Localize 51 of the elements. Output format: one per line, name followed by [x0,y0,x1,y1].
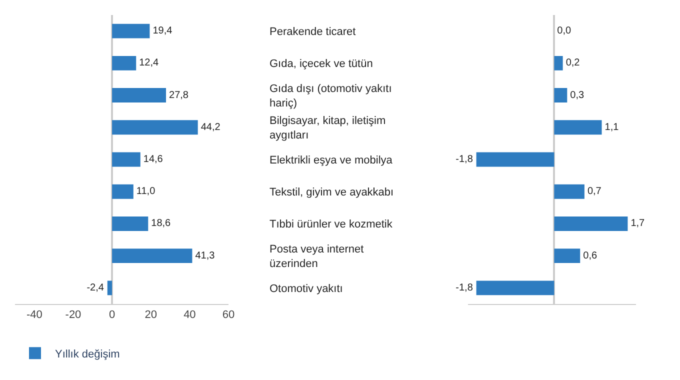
bar [554,184,584,199]
legend-label: Yıllık değişim [55,348,120,360]
y-tick-label: Gıda dışı (otomotiv yakıtı hariç) [270,82,392,110]
bar [112,152,140,167]
bar [554,56,563,70]
bar [554,248,580,264]
data-label: 18,6 [151,218,172,230]
x-tick-label: 40 [184,309,196,322]
x-tick-label: 0 [108,309,116,322]
bar [554,120,602,135]
x-tick-label: -20 [65,309,82,322]
x-tick-label: -40 [26,309,42,322]
y-tick-label: Elektrikli eşya ve mobilya [270,154,394,166]
data-label: 0,7 [587,186,602,198]
y-tick-label: Bilgisayar, kitap, iletişim aygıtları [270,115,386,142]
y-tick-label: Gıda, içecek ve tütün [270,58,373,70]
data-label: 11,0 [136,186,156,198]
bar [554,216,628,231]
bar [112,184,134,199]
bar [112,56,136,70]
data-label: 41,3 [195,250,216,262]
y-tick-label: Perakende ticaret [270,26,356,38]
data-label: -1,8 [456,154,474,166]
bar [554,88,568,102]
x-tick-label: 60 [222,309,235,322]
bar [112,24,150,38]
bar [476,280,554,296]
data-label: 12,4 [139,58,160,69]
data-label: -1,8 [456,282,474,294]
y-tick-label: Posta veya internet üzerinden [270,244,364,270]
bar [476,152,554,167]
bar [112,120,198,135]
data-label: -2,4 [86,282,104,294]
x-tick-label: 20 [144,309,157,322]
data-label: 44,2 [200,122,221,133]
data-label: 0,2 [566,58,580,69]
data-label: 27,8 [169,90,189,101]
y-tick-label: Tıbbi ürünler ve kozmetik [270,218,393,231]
data-label: 0,6 [583,250,598,262]
bar [107,280,112,296]
y-tick-label: Tekstil, giyim ve ayakkabı [270,186,394,198]
y-tick-label: Otomotiv yakıtı [270,282,343,295]
data-label: 0,0 [557,26,572,37]
data-label: 0,3 [570,90,584,101]
data-label: 1,1 [604,122,620,133]
data-label: 14,6 [143,154,164,166]
bar [112,248,192,264]
bar [112,88,166,102]
data-label: 1,7 [630,218,646,230]
data-label: 19,4 [152,26,173,37]
bar [112,216,148,231]
